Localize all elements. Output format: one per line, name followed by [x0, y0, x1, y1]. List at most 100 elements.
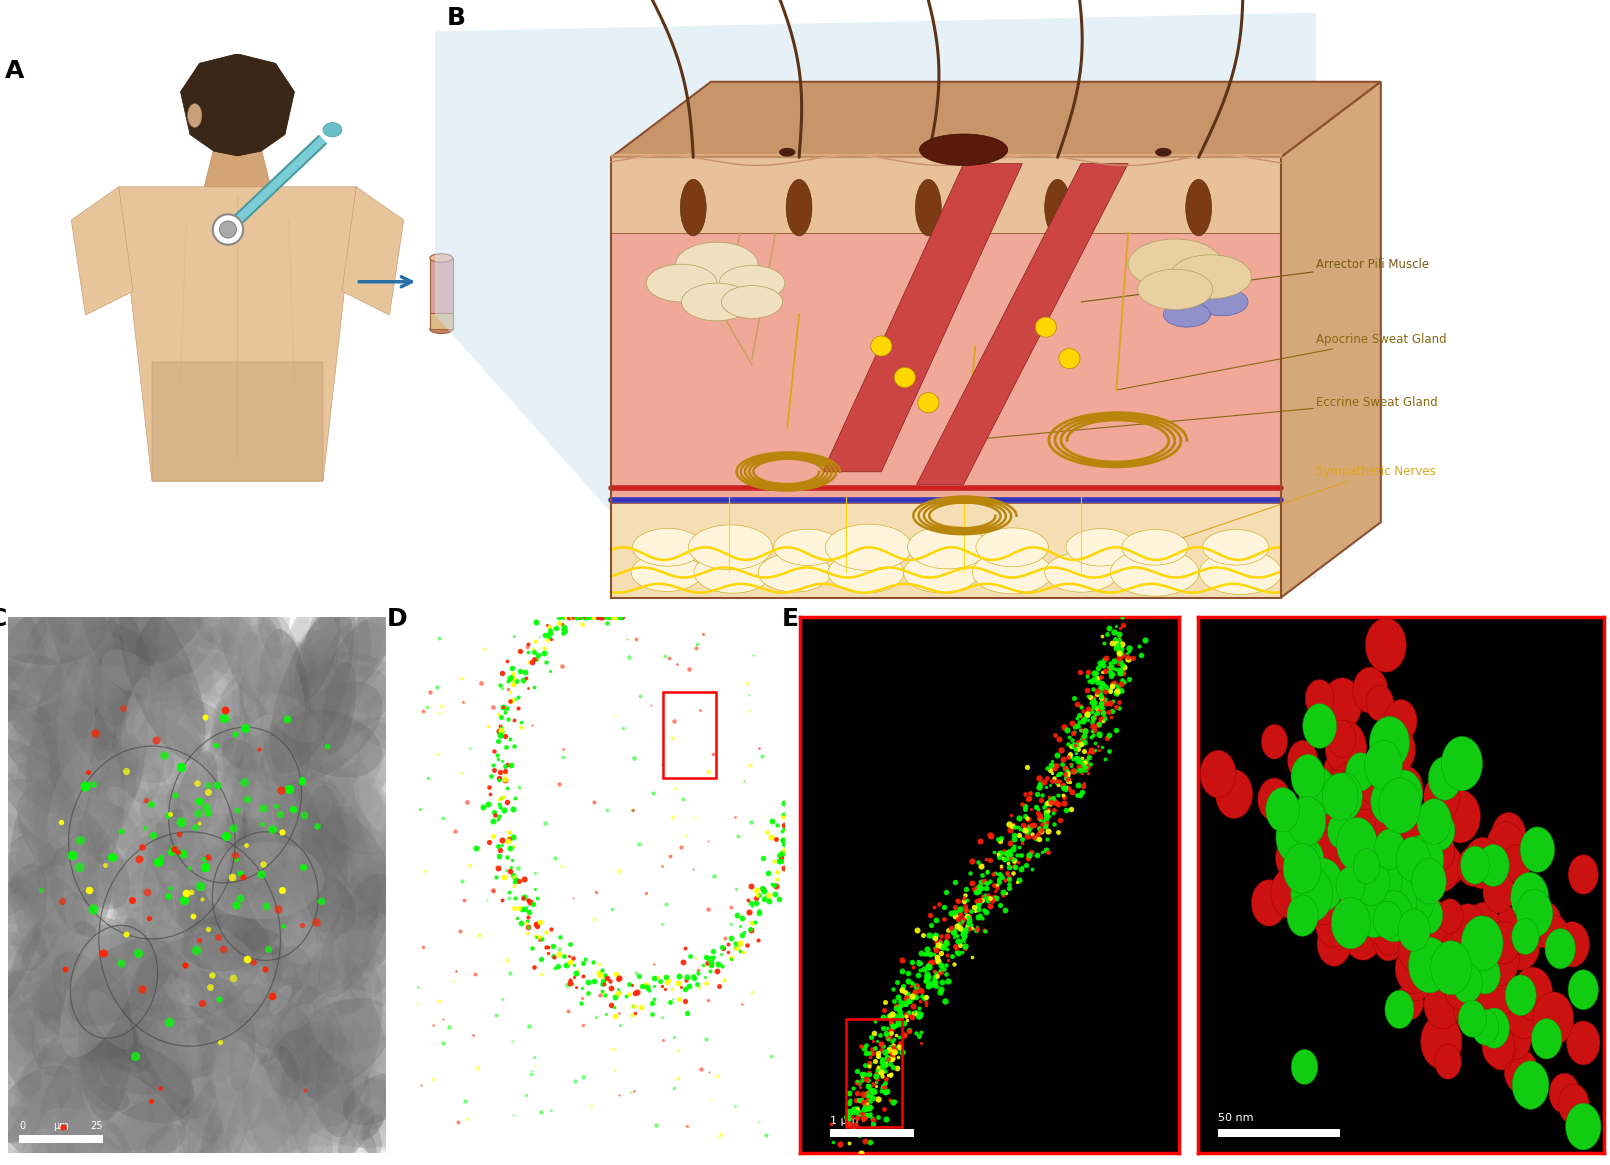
- Circle shape: [826, 524, 911, 571]
- Point: [921, 972, 947, 990]
- Point: [852, 1038, 877, 1057]
- Ellipse shape: [32, 627, 118, 763]
- Point: [1022, 798, 1048, 817]
- Point: [742, 912, 768, 931]
- Point: [562, 1072, 588, 1090]
- Ellipse shape: [270, 612, 394, 723]
- Point: [654, 973, 679, 991]
- Point: [876, 1028, 902, 1046]
- Point: [956, 913, 982, 932]
- Point: [1093, 608, 1119, 627]
- Point: [425, 744, 451, 763]
- Point: [980, 842, 1006, 861]
- Circle shape: [1291, 867, 1333, 922]
- Ellipse shape: [270, 1044, 330, 1123]
- Point: [705, 954, 731, 973]
- Point: [1045, 772, 1071, 791]
- Point: [950, 923, 976, 941]
- Point: [570, 1016, 596, 1035]
- Ellipse shape: [153, 920, 196, 983]
- Point: [715, 942, 741, 961]
- Point: [649, 754, 675, 772]
- Circle shape: [1480, 1008, 1510, 1048]
- Ellipse shape: [227, 875, 266, 951]
- Ellipse shape: [225, 973, 314, 1083]
- Point: [850, 1120, 876, 1138]
- Point: [895, 983, 921, 1002]
- Ellipse shape: [308, 989, 433, 1081]
- Ellipse shape: [114, 986, 184, 1031]
- Ellipse shape: [306, 709, 398, 784]
- Point: [562, 955, 588, 974]
- Point: [857, 1078, 882, 1096]
- Ellipse shape: [256, 848, 312, 927]
- Ellipse shape: [190, 777, 245, 891]
- Circle shape: [1315, 770, 1357, 825]
- Point: [163, 785, 188, 804]
- Point: [481, 761, 507, 779]
- Circle shape: [1504, 987, 1544, 1038]
- Point: [1005, 846, 1030, 864]
- Point: [726, 933, 752, 952]
- Ellipse shape: [190, 1095, 222, 1153]
- Polygon shape: [612, 503, 1282, 598]
- Point: [710, 958, 736, 976]
- Point: [68, 831, 93, 849]
- Point: [145, 853, 171, 871]
- Point: [1021, 816, 1046, 834]
- Ellipse shape: [243, 693, 343, 789]
- Ellipse shape: [76, 1044, 116, 1123]
- Ellipse shape: [132, 972, 179, 1045]
- Point: [486, 810, 512, 828]
- Point: [1013, 820, 1038, 839]
- Point: [514, 1086, 539, 1104]
- Ellipse shape: [163, 727, 233, 839]
- Point: [1061, 689, 1087, 707]
- Point: [1106, 644, 1132, 663]
- Point: [691, 955, 716, 974]
- Point: [1058, 747, 1084, 765]
- Point: [902, 1003, 927, 1022]
- Point: [852, 1055, 877, 1074]
- Circle shape: [1565, 1103, 1600, 1150]
- Point: [427, 704, 452, 722]
- Ellipse shape: [14, 1028, 98, 1116]
- Ellipse shape: [211, 689, 256, 826]
- Point: [942, 873, 968, 891]
- Point: [947, 904, 972, 923]
- Point: [488, 708, 514, 727]
- Point: [697, 948, 723, 967]
- Point: [171, 891, 196, 910]
- Ellipse shape: [143, 791, 248, 875]
- Point: [923, 973, 948, 991]
- Ellipse shape: [248, 782, 338, 906]
- Circle shape: [1388, 820, 1426, 871]
- Ellipse shape: [155, 809, 184, 839]
- Ellipse shape: [0, 689, 90, 809]
- Point: [204, 776, 230, 795]
- Point: [1045, 776, 1071, 795]
- Ellipse shape: [0, 656, 82, 722]
- Point: [868, 1062, 894, 1081]
- Point: [1067, 720, 1093, 739]
- Point: [288, 774, 314, 792]
- Circle shape: [1346, 753, 1375, 791]
- Point: [1088, 711, 1114, 729]
- Point: [507, 718, 533, 736]
- Point: [1013, 796, 1038, 814]
- Point: [655, 649, 681, 668]
- Ellipse shape: [135, 591, 208, 666]
- Circle shape: [1491, 812, 1526, 857]
- Point: [728, 917, 753, 935]
- Point: [485, 750, 510, 769]
- Point: [868, 1026, 894, 1045]
- Point: [997, 816, 1022, 834]
- Point: [143, 730, 169, 749]
- Point: [538, 920, 564, 939]
- Point: [522, 642, 547, 661]
- Point: [618, 1083, 644, 1102]
- Point: [953, 938, 979, 956]
- Point: [958, 874, 984, 892]
- Point: [852, 1100, 877, 1118]
- Circle shape: [1291, 1050, 1317, 1085]
